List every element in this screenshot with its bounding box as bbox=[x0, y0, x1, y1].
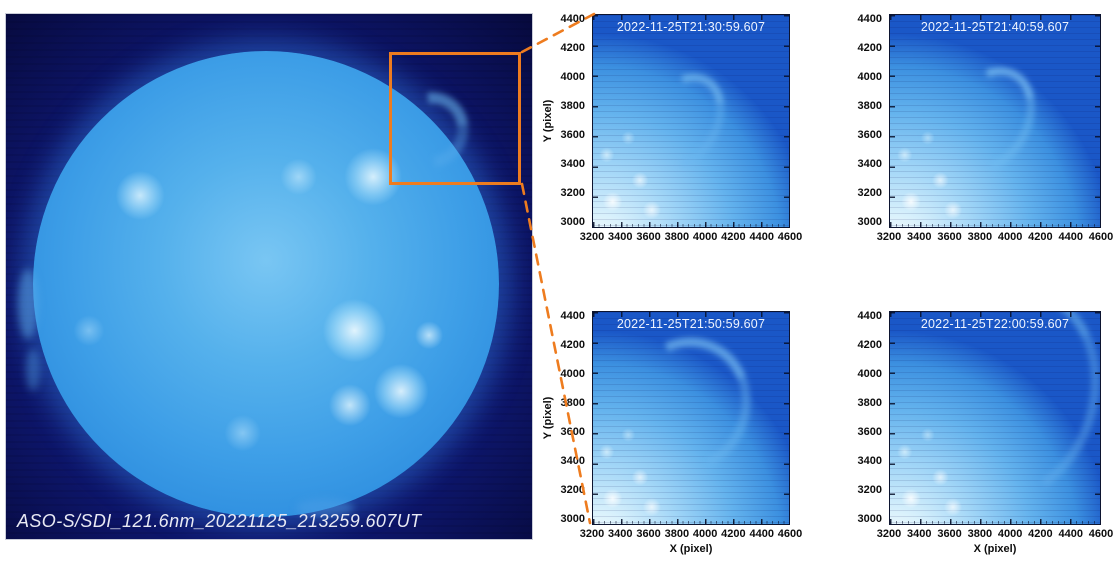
panel-timestamp: 2022-11-25T21:40:59.607 bbox=[920, 20, 1070, 34]
y-tick-label: 3600 bbox=[560, 426, 585, 439]
y-tick-label: 4000 bbox=[560, 367, 585, 380]
x-tick-label: 3200 bbox=[579, 231, 605, 243]
y-tick-label: 3000 bbox=[857, 513, 882, 526]
y-tick-label: 3200 bbox=[560, 484, 585, 497]
x-tick-label: 4200 bbox=[1028, 528, 1053, 540]
y-tick-label: 3800 bbox=[857, 100, 882, 113]
y-tick-label: 4200 bbox=[560, 338, 585, 351]
panel-timestamp: 2022-11-25T22:00:59.607 bbox=[920, 317, 1070, 331]
y-tick-label: 3000 bbox=[560, 216, 585, 229]
x-tick-label: 3800 bbox=[967, 528, 993, 540]
sun-disk bbox=[33, 51, 499, 517]
image-caption: ASO-S/SDI_121.6nm_20221125_213259.607UT bbox=[17, 511, 422, 531]
x-tick-label: 4600 bbox=[777, 528, 803, 540]
y-tick-label: 3400 bbox=[857, 455, 882, 468]
y-tick-label: 3000 bbox=[560, 513, 585, 526]
x-tick-label: 3600 bbox=[636, 528, 661, 540]
y-tick-label: 4400 bbox=[857, 12, 882, 25]
x-tick-label: 4600 bbox=[1088, 528, 1114, 540]
x-tick-label: 3400 bbox=[907, 528, 932, 540]
panel-timestamp: 2022-11-25T21:50:59.607 bbox=[616, 317, 766, 331]
y-tick-label: 3400 bbox=[560, 158, 585, 171]
zoom-panel-3: Y (pixel) 4400 4200 4000 3800 3600 3400 3200 30… bbox=[542, 310, 802, 555]
y-tick-label: 3400 bbox=[857, 158, 882, 171]
panel-plot-area: 2022-11-25T21:30:59.607 bbox=[592, 14, 790, 228]
x-tick-label: 3400 bbox=[608, 528, 633, 540]
panel-timestamp: 2022-11-25T21:30:59.607 bbox=[616, 20, 766, 34]
y-tick-label: 4400 bbox=[857, 309, 882, 322]
x-tick-label: 3200 bbox=[579, 528, 605, 540]
y-tick-label: 3600 bbox=[560, 129, 585, 142]
x-axis-ticks: 3200 3400 3600 3800 4000 4200 4400 4600 bbox=[580, 228, 802, 244]
x-tick-label: 4400 bbox=[749, 231, 774, 243]
y-tick-label: 4400 bbox=[560, 12, 585, 25]
y-tick-label: 4200 bbox=[560, 41, 585, 54]
highlight-box bbox=[389, 52, 521, 185]
limb-texture bbox=[593, 15, 789, 227]
x-axis-ticks: 3200 3400 3600 3800 4000 4200 4400 4600 bbox=[877, 228, 1113, 244]
x-axis-ticks: 3200 3400 3600 3800 4000 4200 4400 4600 bbox=[877, 525, 1113, 541]
x-tick-label: 4600 bbox=[777, 231, 803, 243]
x-tick-label: 3600 bbox=[636, 231, 661, 243]
x-tick-label: 4200 bbox=[721, 231, 746, 243]
x-tick-label: 3400 bbox=[608, 231, 633, 243]
y-tick-label: 3600 bbox=[857, 426, 882, 439]
x-tick-label: 3600 bbox=[937, 528, 962, 540]
y-tick-label: 3800 bbox=[857, 397, 882, 410]
limb-texture bbox=[890, 312, 1100, 524]
zoom-panel-2: 4400 4200 4000 3800 3600 3400 3200 3000 2022-11… bbox=[858, 13, 1114, 243]
limb-texture bbox=[890, 15, 1100, 227]
y-tick-label: 3600 bbox=[857, 129, 882, 142]
x-tick-label: 3200 bbox=[876, 231, 902, 243]
x-axis-title: X (pixel) bbox=[669, 543, 713, 555]
panel-plot-area: 2022-11-25T21:50:59.607 bbox=[592, 311, 790, 525]
y-axis-title: Y (pixel) bbox=[542, 99, 554, 143]
x-tick-label: 3800 bbox=[967, 231, 993, 243]
full-disk-solar-image: ASO-S/SDI_121.6nm_20221125_213259.607UT bbox=[5, 13, 533, 540]
y-tick-label: 4200 bbox=[857, 41, 882, 54]
x-tick-label: 4000 bbox=[997, 231, 1023, 243]
y-tick-label: 4000 bbox=[857, 70, 882, 83]
y-tick-label: 3200 bbox=[560, 187, 585, 200]
x-tick-label: 3800 bbox=[664, 528, 690, 540]
y-tick-label: 3200 bbox=[857, 187, 882, 200]
zoom-panel-4: 4400 4200 4000 3800 3600 3400 3200 3000 2022-11… bbox=[858, 310, 1114, 555]
x-axis-ticks: 3200 3400 3600 3800 4000 4200 4400 4600 bbox=[580, 525, 802, 541]
x-tick-label: 4400 bbox=[1058, 528, 1083, 540]
x-tick-label: 4200 bbox=[1028, 231, 1053, 243]
y-tick-label: 4000 bbox=[560, 70, 585, 83]
prominence-left-2 bbox=[26, 349, 40, 391]
panel-plot-area: 2022-11-25T21:40:59.607 bbox=[889, 14, 1101, 228]
y-tick-label: 3400 bbox=[560, 455, 585, 468]
y-tick-label: 4400 bbox=[560, 309, 585, 322]
limb-texture bbox=[593, 312, 789, 524]
x-tick-label: 3200 bbox=[876, 528, 902, 540]
x-tick-label: 4400 bbox=[749, 528, 774, 540]
panel-plot-area: 2022-11-25T22:00:59.607 bbox=[889, 311, 1101, 525]
x-tick-label: 3400 bbox=[907, 231, 932, 243]
x-tick-label: 4400 bbox=[1058, 231, 1083, 243]
x-tick-label: 4000 bbox=[692, 231, 718, 243]
prominence-left bbox=[18, 269, 38, 339]
x-tick-label: 4000 bbox=[997, 528, 1023, 540]
y-tick-label: 4000 bbox=[857, 367, 882, 380]
y-tick-label: 4200 bbox=[857, 338, 882, 351]
y-axis-title: Y (pixel) bbox=[542, 396, 554, 440]
x-tick-label: 4600 bbox=[1088, 231, 1114, 243]
y-tick-label: 3000 bbox=[857, 216, 882, 229]
x-tick-label: 4200 bbox=[721, 528, 746, 540]
prominence-bottom bbox=[296, 499, 354, 517]
y-tick-label: 3800 bbox=[560, 100, 585, 113]
x-tick-label: 3800 bbox=[664, 231, 690, 243]
x-tick-label: 4000 bbox=[692, 528, 718, 540]
y-tick-label: 3800 bbox=[560, 397, 585, 410]
y-tick-label: 3200 bbox=[857, 484, 882, 497]
zoom-panel-1: Y (pixel) 4400 4200 4000 3800 3600 3400 3200 30… bbox=[542, 13, 802, 243]
x-axis-title: X (pixel) bbox=[973, 543, 1017, 555]
x-tick-label: 3600 bbox=[937, 231, 962, 243]
